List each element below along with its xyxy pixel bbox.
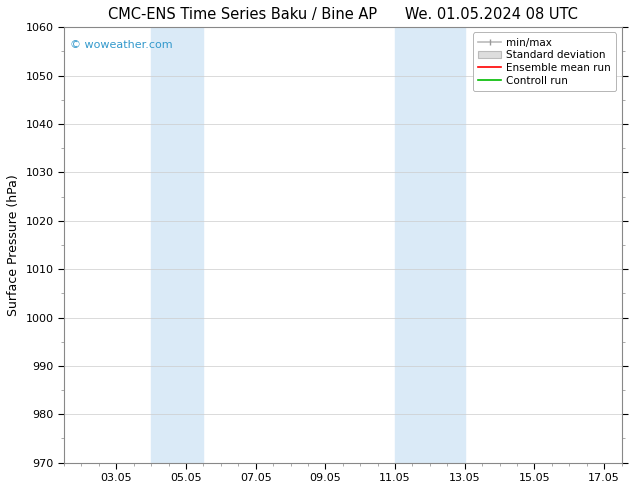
Title: CMC-ENS Time Series Baku / Bine AP      We. 01.05.2024 08 UTC: CMC-ENS Time Series Baku / Bine AP We. 0… xyxy=(108,7,578,22)
Bar xyxy=(395,27,465,463)
Text: © woweather.com: © woweather.com xyxy=(70,40,172,50)
Legend: min/max, Standard deviation, Ensemble mean run, Controll run: min/max, Standard deviation, Ensemble me… xyxy=(473,32,616,91)
Y-axis label: Surface Pressure (hPa): Surface Pressure (hPa) xyxy=(7,174,20,316)
Bar xyxy=(151,27,204,463)
